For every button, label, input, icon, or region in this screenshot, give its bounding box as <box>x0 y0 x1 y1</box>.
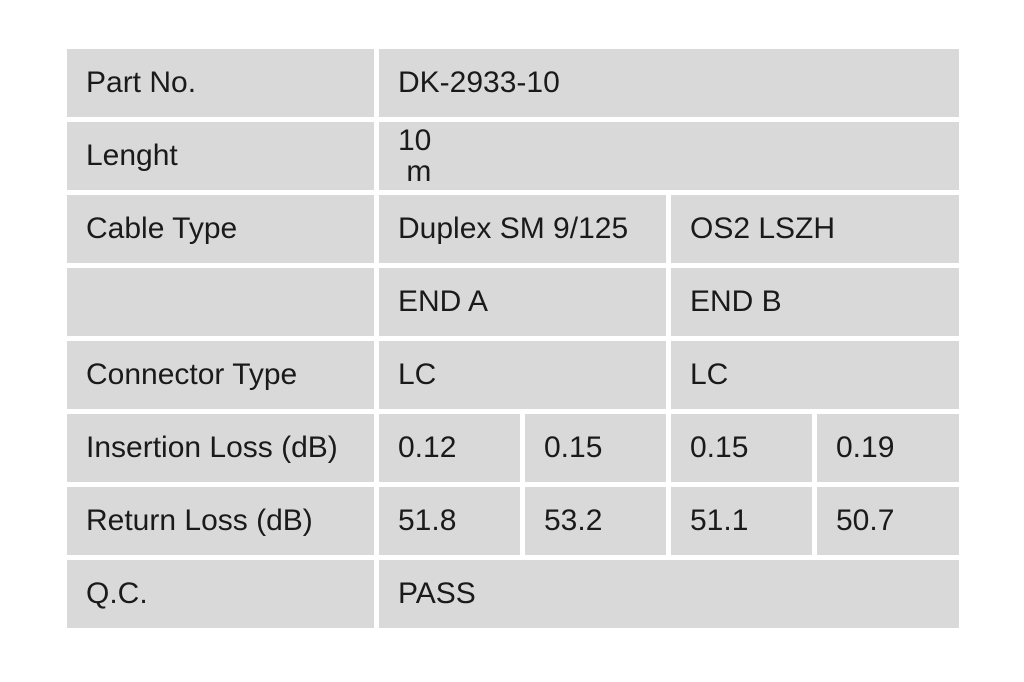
end-b-header: END B <box>671 268 959 336</box>
return-loss-end-b-1: 51.1 <box>671 487 812 555</box>
part-no-value: DK-2933-10 <box>379 49 959 117</box>
insertion-loss-end-a-1: 0.12 <box>379 414 520 482</box>
spec-table: Part No. DK-2933-10 Lenght 10 m Cable Ty… <box>67 49 959 628</box>
insertion-loss-label: Insertion Loss (dB) <box>67 414 374 482</box>
connector-type-end-b: LC <box>671 341 959 409</box>
insertion-loss-end-a-2: 0.15 <box>525 414 666 482</box>
length-value: 10 m <box>379 122 959 190</box>
insertion-loss-end-b-1: 0.15 <box>671 414 812 482</box>
cable-type-value-a: Duplex SM 9/125 <box>379 195 666 263</box>
return-loss-end-b-2: 50.7 <box>817 487 959 555</box>
insertion-loss-end-b-2: 0.19 <box>817 414 959 482</box>
part-no-label: Part No. <box>67 49 374 117</box>
end-a-header: END A <box>379 268 666 336</box>
end-header-empty-cell <box>67 268 374 336</box>
return-loss-end-a-1: 51.8 <box>379 487 520 555</box>
cable-type-value-b: OS2 LSZH <box>671 195 959 263</box>
return-loss-end-a-2: 53.2 <box>525 487 666 555</box>
length-label: Lenght <box>67 122 374 190</box>
qc-value: PASS <box>379 560 959 628</box>
cable-type-label: Cable Type <box>67 195 374 263</box>
connector-type-label: Connector Type <box>67 341 374 409</box>
return-loss-label: Return Loss (dB) <box>67 487 374 555</box>
qc-label: Q.C. <box>67 560 374 628</box>
connector-type-end-a: LC <box>379 341 666 409</box>
